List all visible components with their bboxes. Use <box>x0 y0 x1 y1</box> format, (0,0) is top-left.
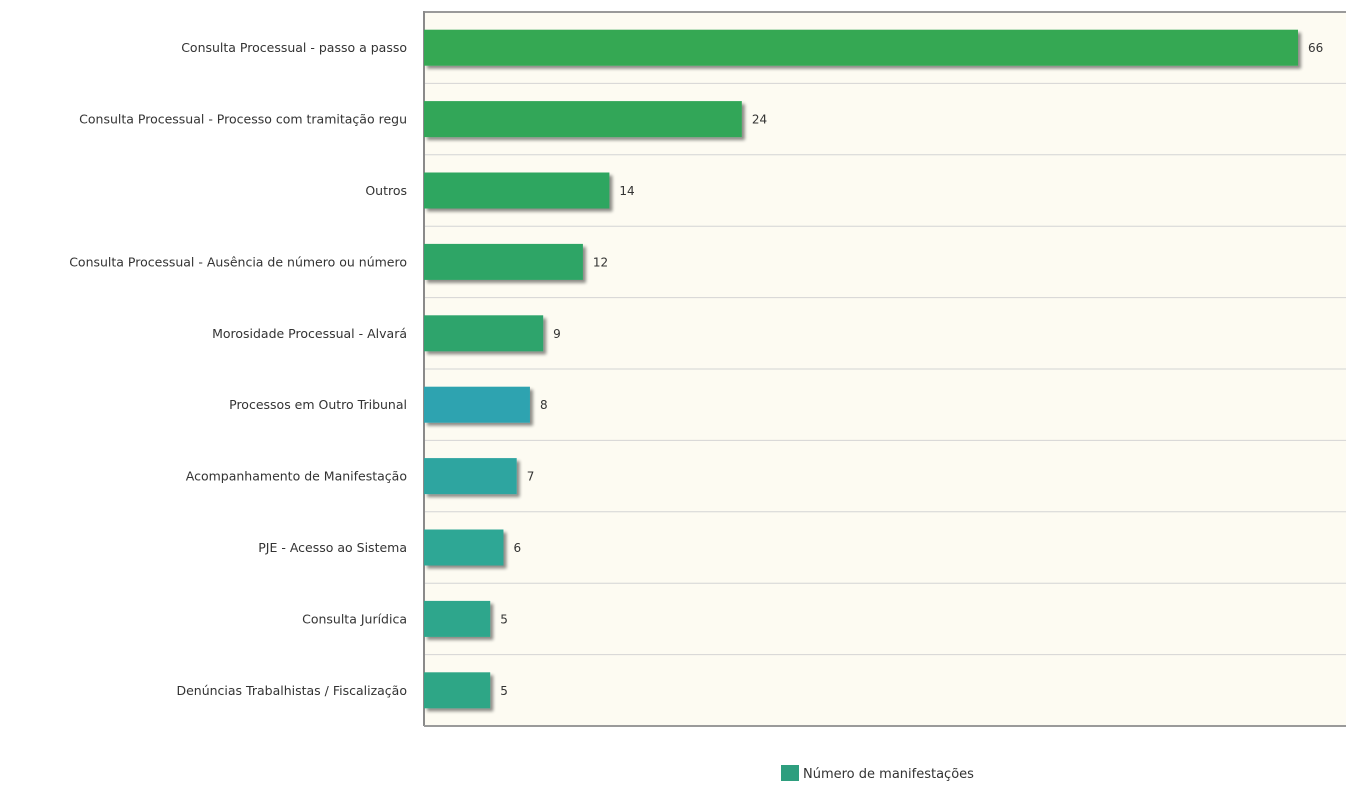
bar <box>424 529 504 566</box>
category-label: Outros <box>365 183 407 198</box>
value-label: 5 <box>500 612 508 626</box>
bar <box>424 29 1298 66</box>
bar <box>424 315 544 352</box>
bar <box>424 386 530 423</box>
bar <box>424 243 583 280</box>
category-label: Consulta Processual - Processo com trami… <box>79 112 407 127</box>
bar <box>424 101 742 138</box>
value-label: 12 <box>593 255 608 269</box>
category-label: Consulta Processual - Ausência de número… <box>69 254 407 269</box>
bar <box>424 600 491 637</box>
category-label: Acompanhamento de Manifestação <box>186 469 407 484</box>
category-label: PJE - Acesso ao Sistema <box>258 540 407 555</box>
value-label: 7 <box>527 470 535 484</box>
value-label: 66 <box>1308 41 1323 55</box>
value-label: 14 <box>619 184 634 198</box>
value-label: 5 <box>500 684 508 698</box>
legend-label: Número de manifestações <box>803 767 974 782</box>
value-label: 24 <box>752 113 767 127</box>
category-label: Morosidade Processual - Alvará <box>212 326 407 341</box>
bar <box>424 672 491 709</box>
legend-swatch <box>781 765 799 781</box>
category-label: Processos em Outro Tribunal <box>229 397 407 412</box>
category-label: Consulta Jurídica <box>302 611 407 626</box>
bars <box>424 29 1298 709</box>
value-label: 9 <box>553 327 561 341</box>
value-label: 6 <box>513 541 521 555</box>
gridlines <box>424 82 1346 656</box>
legend: Número de manifestações <box>781 765 974 782</box>
value-labels: 66 24 14 12 9 8 7 6 5 5 <box>500 41 1323 698</box>
value-label: 8 <box>540 398 548 412</box>
category-label: Denúncias Trabalhistas / Fiscalização <box>176 683 407 698</box>
category-labels: Consulta Processual - passo a passo Consu… <box>69 40 407 698</box>
category-label: Consulta Processual - passo a passo <box>181 40 407 55</box>
bar <box>424 458 517 495</box>
bar <box>424 172 610 209</box>
